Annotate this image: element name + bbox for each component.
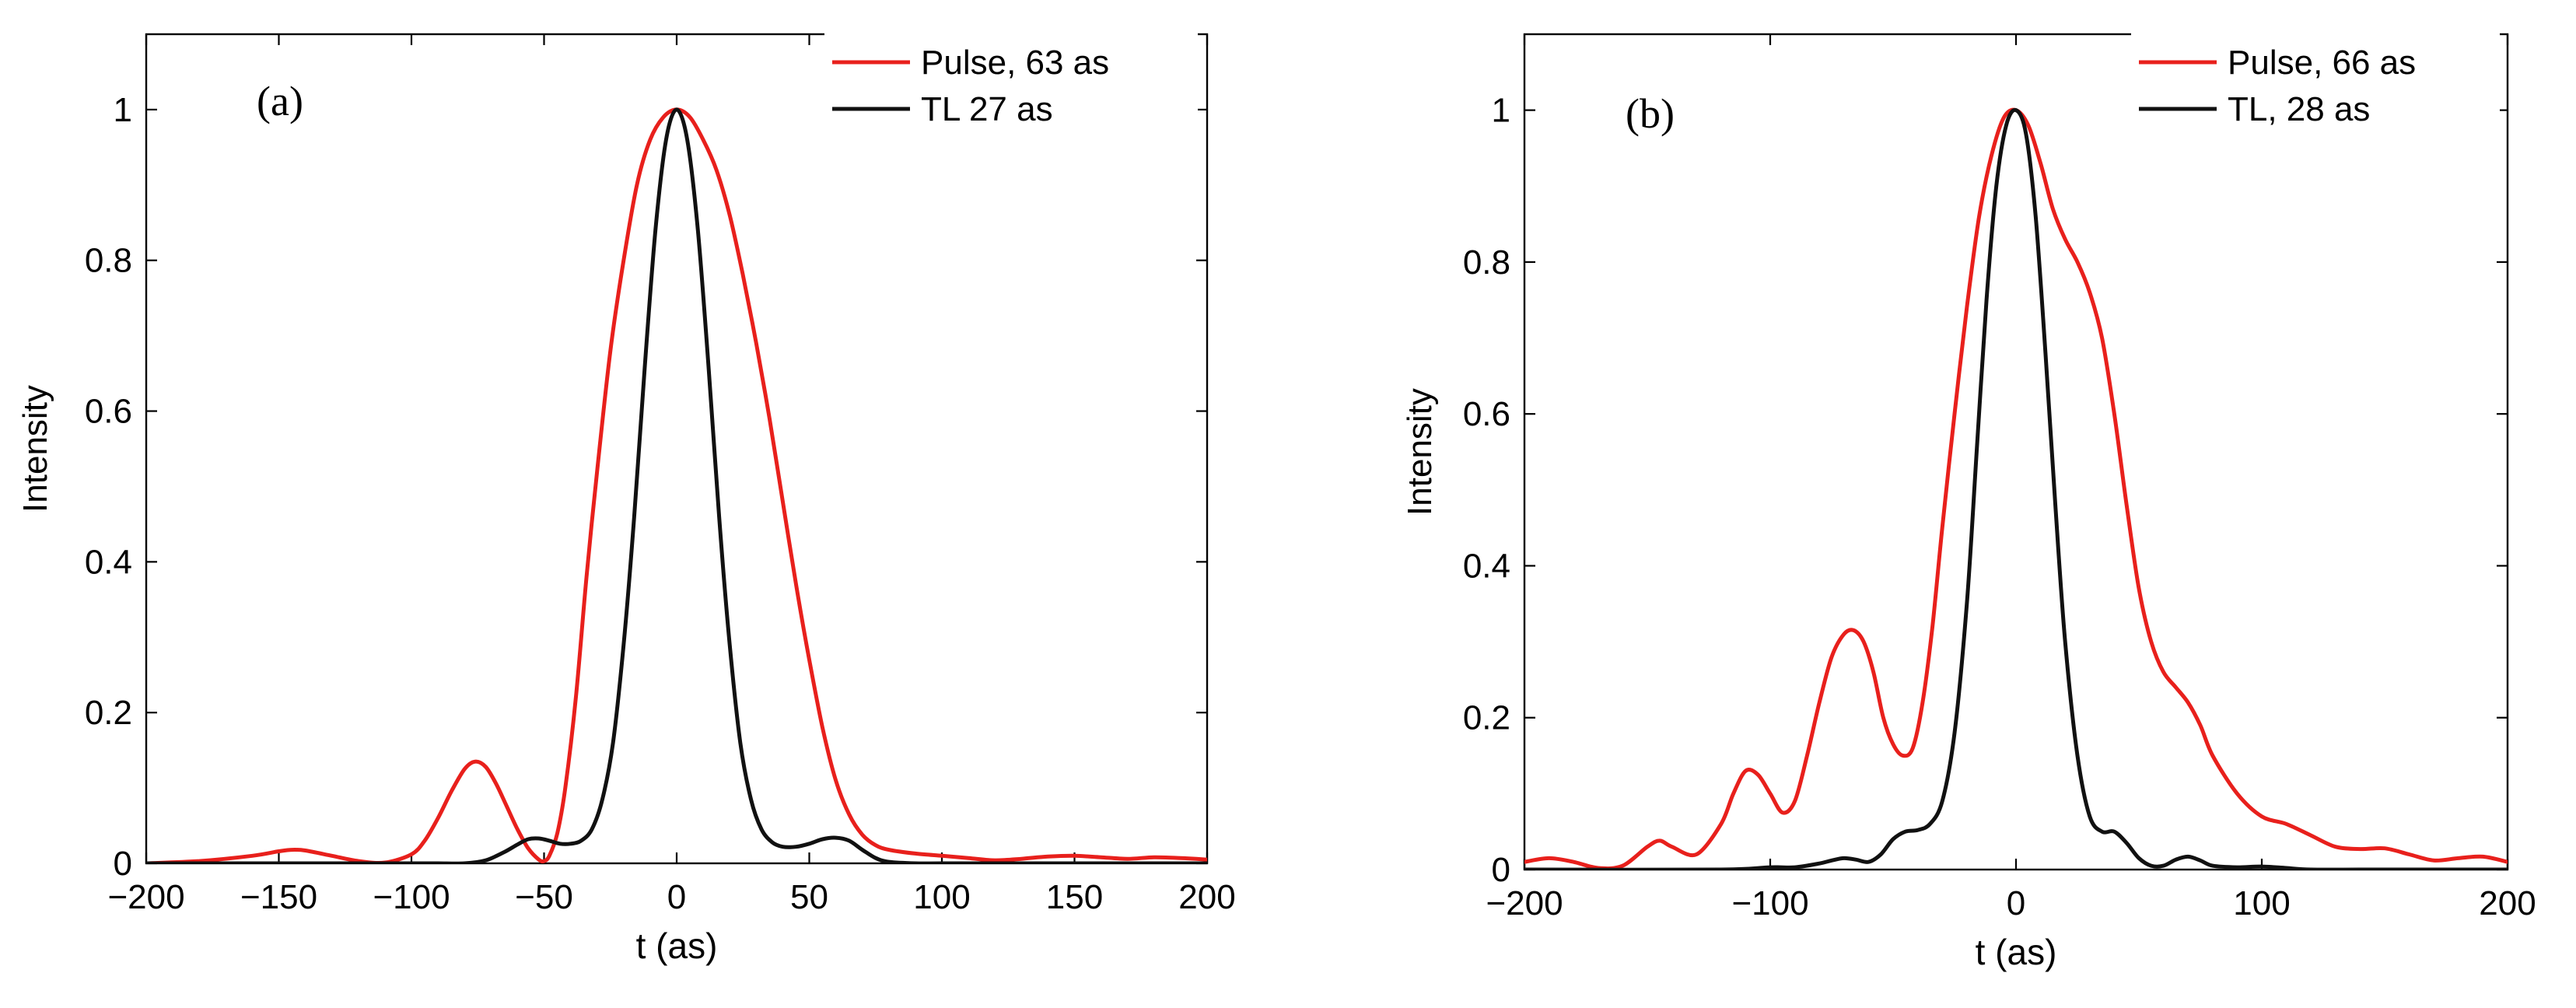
y-tick-label: 0.4	[85, 543, 132, 581]
series-line-pulse	[1524, 107, 2508, 870]
x-tick-label: −50	[515, 878, 573, 916]
x-tick-label: −200	[107, 878, 184, 916]
legend-box	[824, 28, 1198, 129]
y-tick-label: 0.4	[1463, 547, 1510, 585]
y-axis-label: Intensity	[16, 385, 54, 513]
y-tick-label: 1	[114, 91, 132, 129]
x-tick-label: 100	[2233, 884, 2290, 922]
legend-label: TL, 28 as	[2228, 90, 2370, 128]
legend-label: Pulse, 63 as	[921, 44, 1109, 82]
y-tick-label: 1	[1492, 92, 1510, 130]
legend-label: TL 27 as	[921, 90, 1053, 128]
x-tick-label: 0	[667, 878, 686, 916]
x-tick-label: 50	[790, 878, 828, 916]
panel-label: (a)	[257, 78, 303, 124]
x-tick-label: −200	[1486, 884, 1563, 922]
x-tick-label: 200	[2479, 884, 2536, 922]
x-tick-label: 0	[2007, 884, 2025, 922]
x-axis-label: t (as)	[1976, 932, 2057, 972]
legend-box	[2131, 28, 2500, 129]
chart-panel-a: −200 −150 −100 −50 0 50 100 150 200 0 0.2 0.4 0.6 0.8…	[16, 28, 1236, 966]
y-tick-label: 0.8	[1463, 243, 1510, 282]
x-tick-label: 200	[1178, 878, 1235, 916]
y-tick-label: 0.2	[85, 694, 132, 732]
x-tick-label: 150	[1046, 878, 1103, 916]
legend-label: Pulse, 66 as	[2228, 44, 2416, 82]
series-line-tl	[146, 107, 1207, 863]
y-tick-label: 0.6	[1463, 395, 1510, 433]
x-tick-label: −150	[240, 878, 317, 916]
y-tick-label: 0	[1492, 851, 1510, 889]
x-tick-label: −100	[373, 878, 450, 916]
series-line-pulse	[146, 107, 1207, 863]
x-axis-label: t (as)	[636, 926, 718, 966]
y-tick-label: 0.6	[85, 393, 132, 431]
y-tick-label: 0.8	[85, 242, 132, 280]
y-tick-label: 0.2	[1463, 699, 1510, 737]
x-tick-label: −100	[1731, 884, 1808, 922]
x-tick-label: 100	[913, 878, 970, 916]
chart-panel-b: −200 −100 0 100 200 0 0.2 0.4 0.6 0.8 1 t (as) Inten…	[1401, 28, 2536, 972]
panel-label: (b)	[1626, 90, 1675, 137]
y-tick-label: 0	[114, 845, 132, 883]
series-line-tl	[1524, 107, 2508, 870]
y-axis-label: Intensity	[1401, 388, 1439, 516]
